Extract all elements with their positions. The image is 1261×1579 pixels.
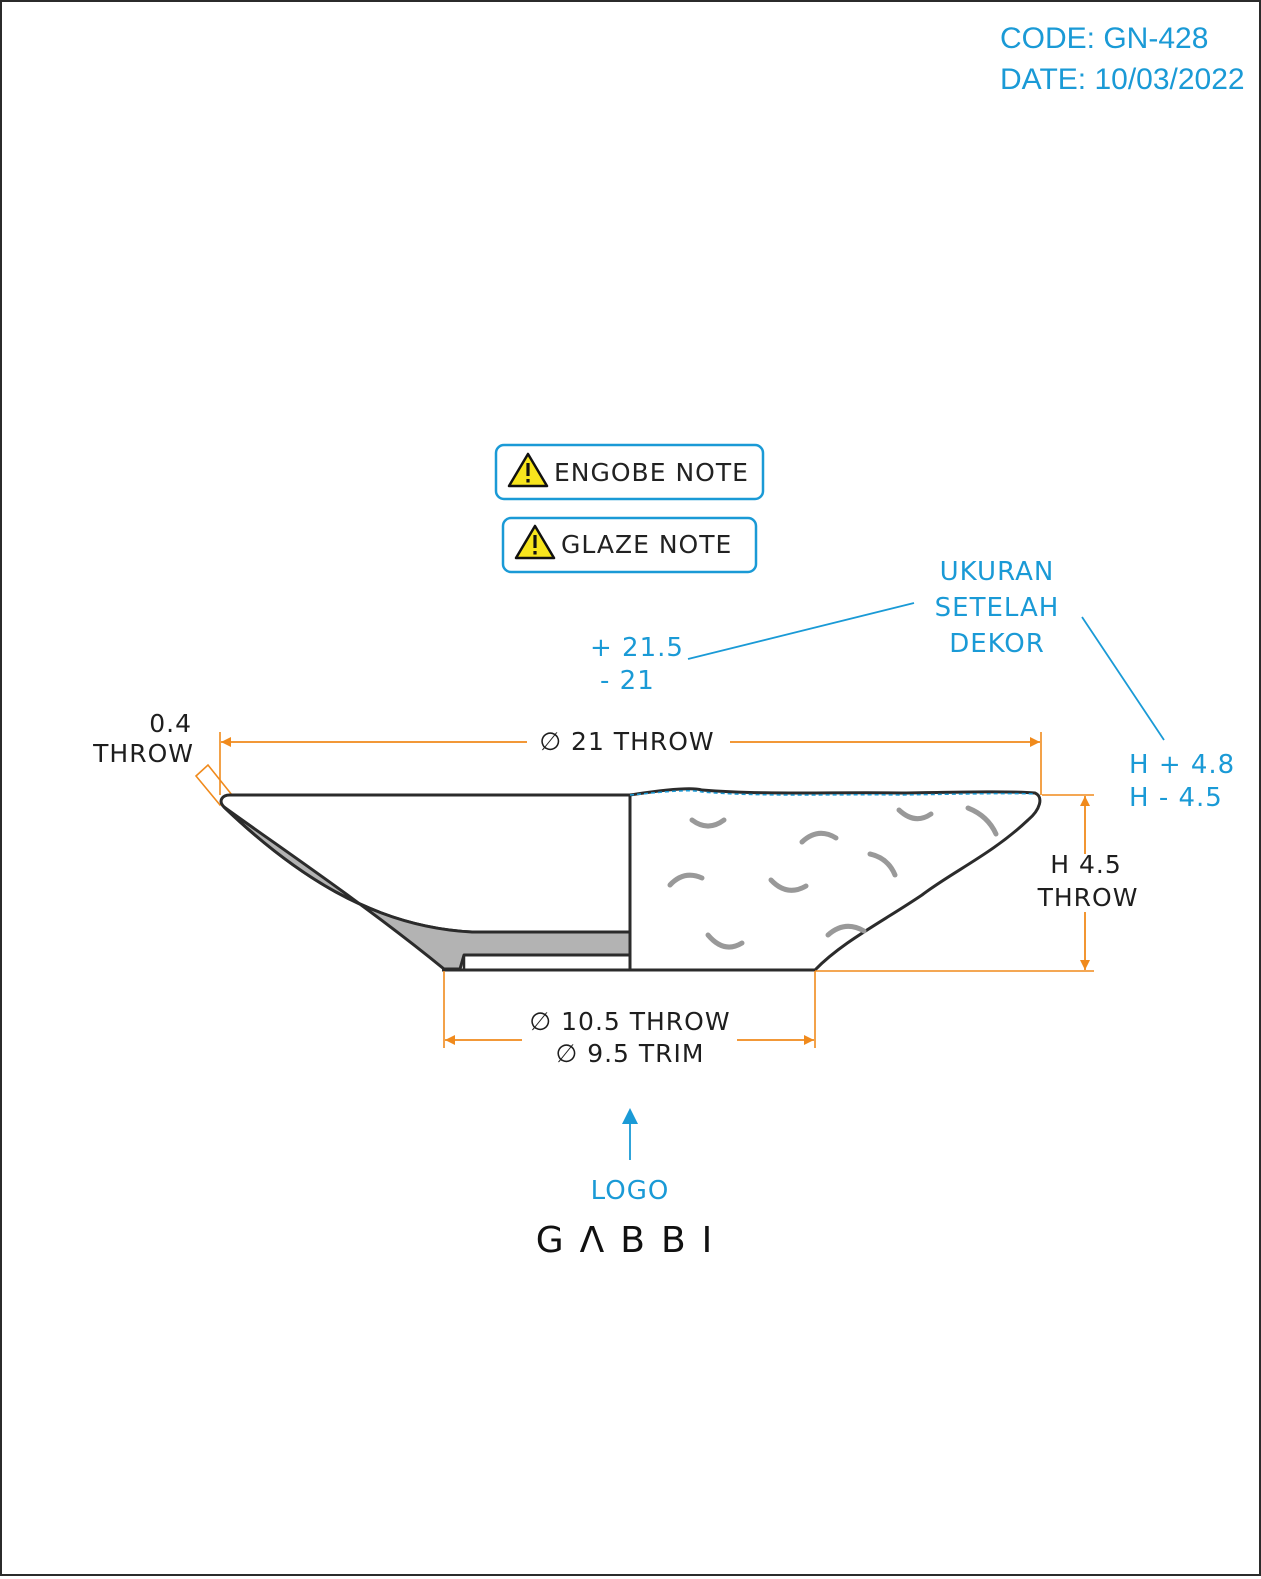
height-tolerance-plus: H + 4.8 (1129, 750, 1235, 780)
after-decor-line-2: SETELAH (935, 593, 1060, 623)
brand-logo: GΛBBI (536, 1220, 729, 1261)
after-decor-line-1: UKURAN (940, 557, 1055, 587)
rim-thickness-dimension: 0.4 THROW (92, 709, 234, 807)
top-diameter-dimension: ∅ 21 THROW (219, 727, 1042, 795)
code-label: CODE: GN-428 (1000, 22, 1208, 55)
top-diameter-label: ∅ 21 THROW (539, 727, 714, 756)
after-decor-leader-left (687, 602, 915, 660)
bowl-cross-section (219, 793, 632, 972)
after-decor-leader-right (1081, 616, 1165, 741)
base-throw-label: ∅ 10.5 THROW (529, 1007, 730, 1036)
after-decor-line-3: DEKOR (949, 629, 1045, 659)
height-label: THROW (1037, 883, 1139, 912)
logo-label: LOGO (591, 1176, 670, 1206)
date-label: DATE: 10/03/2022 (1000, 63, 1245, 96)
diameter-tolerance-plus: + 21.5 (590, 633, 684, 663)
height-value: H 4.5 (1050, 850, 1122, 879)
height-tolerance-minus: H - 4.5 (1129, 783, 1223, 813)
glaze-note-label: GLAZE NOTE (561, 530, 732, 559)
warning-icon (514, 524, 556, 560)
base-trim-label: ∅ 9.5 TRIM (555, 1039, 704, 1068)
rim-thickness-value: 0.4 (149, 709, 192, 738)
engobe-note-button[interactable]: ENGOBE NOTE (494, 443, 765, 501)
engobe-note-label: ENGOBE NOTE (554, 458, 749, 487)
rim-thickness-label: THROW (92, 739, 194, 768)
decor-marks (667, 805, 999, 950)
height-dimension: H 4.5 THROW (815, 794, 1139, 972)
diameter-tolerance-minus: - 21 (600, 666, 655, 696)
logo-pointer: LOGO (591, 1108, 670, 1206)
after-decor-label: UKURAN SETELAH DEKOR (935, 557, 1060, 659)
base-diameter-dimension: ∅ 10.5 THROW ∅ 9.5 TRIM (443, 971, 816, 1068)
bowl-exterior-decor (628, 787, 1042, 972)
glaze-note-button[interactable]: GLAZE NOTE (501, 516, 758, 574)
warning-icon (507, 452, 549, 488)
